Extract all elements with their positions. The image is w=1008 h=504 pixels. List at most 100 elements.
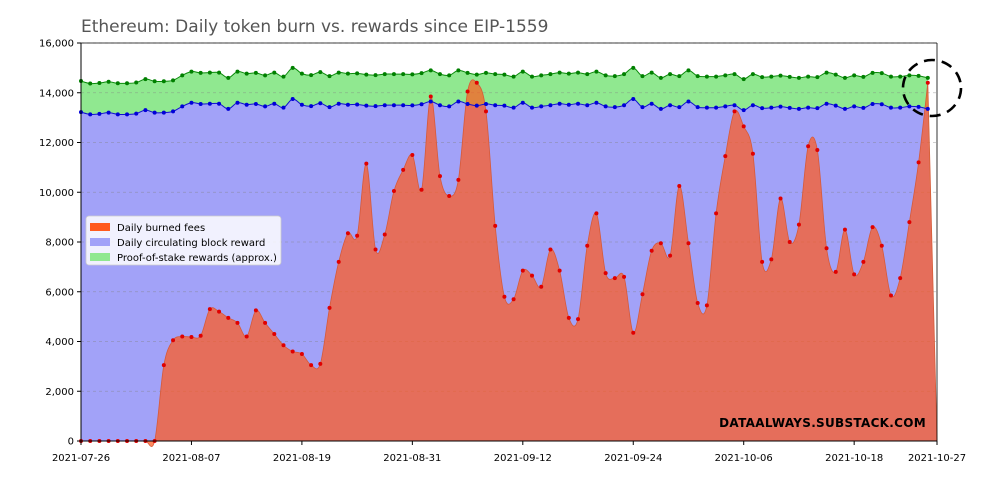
burned-fees-point — [253, 308, 258, 313]
block-reward-point — [327, 105, 332, 110]
burned-fees-point — [852, 272, 857, 277]
block-reward-point — [815, 106, 820, 111]
burned-fees-point — [622, 274, 627, 279]
burned-fees-point — [631, 330, 636, 335]
legend: Daily burned fees Daily circulating block… — [85, 215, 282, 266]
pos-point — [760, 75, 765, 80]
block-reward-point — [235, 100, 240, 105]
block-reward-point — [189, 100, 194, 105]
pos-point — [888, 74, 893, 79]
x-tick-label: 2021-08-07 — [162, 453, 220, 464]
block-reward-point — [336, 101, 341, 106]
burned-fees-point — [391, 189, 396, 194]
pos-point — [714, 74, 719, 79]
block-reward-point — [318, 101, 323, 106]
burned-fees-point — [235, 320, 240, 325]
burned-fees-point — [741, 124, 746, 129]
pos-point — [345, 71, 350, 76]
burned-fees-point — [180, 334, 185, 339]
y-tick-label: 0 — [68, 437, 74, 448]
pos-point — [483, 70, 488, 75]
burned-fees-point — [612, 276, 617, 281]
block-reward-point — [134, 111, 139, 116]
block-reward-point — [796, 106, 801, 111]
burned-fees-point — [796, 222, 801, 227]
annotations: DATAALWAYS.SUBSTACK.COM — [719, 58, 963, 430]
pos-point — [576, 70, 581, 75]
pos-point — [686, 68, 691, 73]
block-reward-point — [493, 103, 498, 108]
pos-point — [594, 69, 599, 74]
block-reward-point — [309, 104, 314, 109]
block-reward-point — [345, 102, 350, 107]
block-reward-point — [419, 102, 424, 107]
burned-fees-point — [474, 80, 479, 85]
burned-fees-point — [401, 167, 406, 172]
block-reward-point — [594, 100, 599, 105]
pos-point — [207, 70, 212, 75]
pos-point — [898, 74, 903, 79]
block-reward-point — [290, 96, 295, 101]
pos-point — [290, 65, 295, 70]
x-tick-label: 2021-08-31 — [383, 453, 441, 464]
burned-fees-point — [345, 231, 350, 236]
burned-fees-point — [677, 184, 682, 189]
burned-fees-point — [649, 248, 654, 253]
pos-point — [456, 68, 461, 73]
pos-point — [309, 73, 314, 78]
pos-point — [152, 79, 157, 84]
block-reward-point — [410, 103, 415, 108]
pos-point — [907, 73, 912, 78]
block-reward-point — [373, 104, 378, 109]
burned-fees-point — [732, 109, 737, 114]
burned-fees-point — [198, 333, 203, 338]
pos-point — [695, 74, 700, 79]
block-reward-point — [750, 103, 755, 108]
legend-label: Daily burned fees — [117, 223, 205, 234]
block-reward-point — [244, 102, 249, 107]
block-reward-point — [806, 105, 811, 110]
block-reward-point — [502, 103, 507, 108]
pos-point — [244, 71, 249, 76]
pos-point — [115, 81, 120, 86]
block-reward-point — [355, 102, 360, 107]
watermark-text: DATAALWAYS.SUBSTACK.COM — [719, 416, 926, 430]
block-reward-point — [612, 105, 617, 110]
block-reward-point — [263, 104, 268, 109]
x-tick-label: 2021-10-06 — [715, 453, 773, 464]
block-reward-point — [207, 101, 212, 106]
block-reward-point — [916, 104, 921, 109]
pos-point — [750, 72, 755, 77]
pos-point — [741, 77, 746, 82]
pos-point — [88, 81, 93, 86]
pos-point — [842, 75, 847, 80]
pos-point — [631, 65, 636, 70]
block-reward-point — [511, 105, 516, 110]
axes: 0 2,000 4,000 6,000 8,000 10,000 12,000 14,000 1… — [39, 39, 966, 465]
block-reward-point — [97, 111, 102, 116]
pos-point — [198, 70, 203, 75]
burned-fees-point — [364, 161, 369, 166]
y-tick-label: 16,000 — [39, 39, 74, 50]
burned-fees-point — [465, 89, 470, 94]
burned-fees-point — [281, 343, 286, 348]
block-reward-point — [548, 103, 553, 108]
pos-point — [382, 72, 387, 77]
block-reward-point — [465, 101, 470, 106]
pos-point — [612, 74, 617, 79]
burned-fees-point — [594, 211, 599, 216]
pos-point — [732, 72, 737, 77]
burned-fees-point — [686, 241, 691, 246]
chart-title: Ethereum: Daily token burn vs. rewards s… — [81, 17, 549, 37]
block-reward-point — [226, 106, 231, 111]
pos-point — [327, 74, 332, 79]
pos-point — [134, 80, 139, 85]
burned-fees-point — [483, 109, 488, 114]
block-reward-point — [530, 105, 535, 110]
pos-point — [299, 71, 304, 76]
pos-point — [649, 70, 654, 75]
burned-fees-point — [861, 259, 866, 264]
block-reward-point — [760, 106, 765, 111]
burned-fees-point — [658, 241, 663, 246]
